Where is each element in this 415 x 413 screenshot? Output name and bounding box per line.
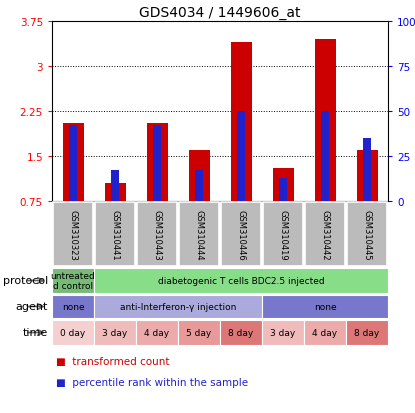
Text: GSM310445: GSM310445 — [362, 209, 371, 260]
Text: untreated
d control: untreated d control — [51, 271, 95, 290]
Bar — [195, 171, 203, 202]
Text: 0 day: 0 day — [60, 328, 85, 337]
Bar — [52, 295, 93, 318]
Text: 5 day: 5 day — [186, 328, 212, 337]
Text: GSM310442: GSM310442 — [320, 209, 330, 260]
Text: GSM310419: GSM310419 — [278, 209, 288, 260]
Bar — [95, 320, 136, 345]
Bar — [137, 203, 177, 266]
Text: GSM310444: GSM310444 — [195, 209, 203, 260]
Text: 8 day: 8 day — [228, 328, 254, 337]
Bar — [53, 203, 93, 266]
Bar — [178, 320, 220, 345]
Text: agent: agent — [15, 302, 48, 312]
Bar — [95, 295, 261, 318]
Bar — [146, 124, 168, 202]
Bar — [315, 40, 335, 202]
Bar — [52, 320, 93, 345]
Bar — [363, 139, 371, 202]
Bar — [262, 320, 304, 345]
Bar — [137, 320, 178, 345]
Bar — [305, 203, 345, 266]
Bar — [237, 112, 245, 202]
Text: ■  transformed count: ■ transformed count — [56, 356, 170, 366]
Text: GSM310443: GSM310443 — [152, 209, 161, 260]
Bar — [63, 124, 83, 202]
Bar — [263, 203, 303, 266]
Bar — [347, 320, 388, 345]
Bar — [95, 203, 135, 266]
Text: protocol: protocol — [2, 276, 48, 286]
Bar — [220, 320, 261, 345]
Text: anti-Interferon-γ injection: anti-Interferon-γ injection — [120, 302, 236, 311]
Text: GSM310323: GSM310323 — [68, 209, 78, 260]
Bar — [105, 183, 125, 202]
Bar — [95, 268, 388, 294]
Text: time: time — [22, 328, 48, 338]
Text: GSM310446: GSM310446 — [237, 209, 246, 260]
Bar — [321, 112, 329, 202]
Text: none: none — [62, 302, 84, 311]
Bar — [356, 151, 378, 202]
Bar — [221, 203, 261, 266]
Text: none: none — [314, 302, 336, 311]
Bar — [279, 178, 287, 202]
Text: 4 day: 4 day — [312, 328, 337, 337]
Text: 8 day: 8 day — [354, 328, 380, 337]
Bar — [305, 320, 346, 345]
Bar — [153, 126, 161, 202]
Bar — [262, 295, 388, 318]
Bar — [188, 151, 210, 202]
Text: 3 day: 3 day — [103, 328, 128, 337]
Text: GSM310441: GSM310441 — [110, 209, 120, 260]
Bar — [273, 169, 293, 202]
Bar — [230, 43, 251, 202]
Bar — [52, 268, 93, 294]
Text: ■  percentile rank within the sample: ■ percentile rank within the sample — [56, 377, 248, 387]
Bar — [179, 203, 219, 266]
Text: diabetogenic T cells BDC2.5 injected: diabetogenic T cells BDC2.5 injected — [158, 276, 324, 285]
Title: GDS4034 / 1449606_at: GDS4034 / 1449606_at — [139, 5, 301, 19]
Bar — [347, 203, 387, 266]
Text: 3 day: 3 day — [271, 328, 295, 337]
Bar — [111, 171, 119, 202]
Bar — [69, 126, 77, 202]
Text: 4 day: 4 day — [144, 328, 170, 337]
